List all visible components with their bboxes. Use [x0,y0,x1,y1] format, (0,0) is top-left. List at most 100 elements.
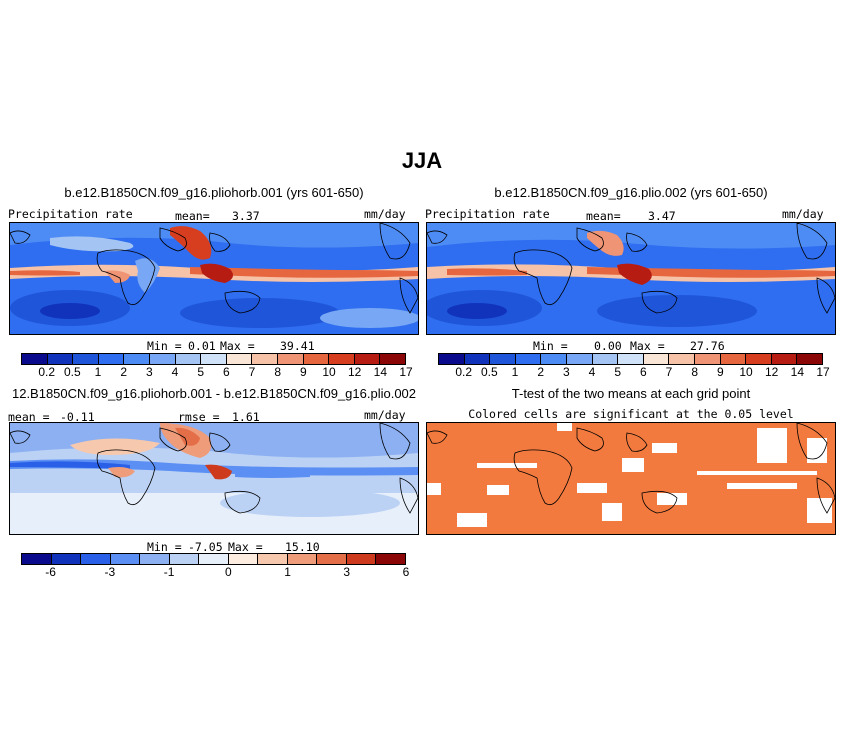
panel-2-colorbar [438,353,823,365]
colorbar-swatch [346,554,377,564]
colorbar-swatch [98,354,125,364]
colorbar-swatch [317,554,347,564]
panel-1-min-label: Min = [147,339,182,353]
panel-1-units: mm/day [364,207,406,221]
colorbar-swatch [258,554,288,564]
panel-2-precip-map [426,222,836,335]
colorbar-tick-label: 9 [299,365,307,379]
panel-2-mean-label: mean= [586,209,621,223]
panel-1-max-label: Max = [220,339,255,353]
colorbar-swatch [303,354,330,364]
colorbar-swatch [175,354,202,364]
colorbar-tick-label: 6 [222,365,230,379]
panel-3-mean-label: mean = [8,410,50,424]
colorbar-swatch [169,554,200,564]
colorbar-swatch [277,354,304,364]
panel-1-precip-map [9,222,419,335]
panel-1-variable-label: Precipitation rate [8,207,133,221]
colorbar-swatch [771,354,798,364]
panel-3-min-value: -7.05 [188,540,223,554]
panel-2-variable-label: Precipitation rate [425,207,550,221]
colorbar-tick-label: 17 [816,365,830,379]
colorbar-tick-label: -1 [163,565,175,579]
colorbar-swatch [541,354,567,364]
panel-1-min-value: 0.01 [188,339,216,353]
panel-2-max-value: 27.76 [690,339,725,353]
panel-2-colorbar-ticks: 0.2 0.5 1 2 3 4 5 6 7 8 9 10 12 14 17 [438,365,829,380]
colorbar-tick-label: 0.5 [480,365,498,379]
colorbar-swatch [110,554,141,564]
colorbar-tick-label: 3 [562,365,570,379]
panel-1-title: b.e12.B1850CN.f09_g16.pliohorb.001 (yrs … [64,185,364,200]
colorbar-swatch [140,554,170,564]
colorbar-tick-label: 12 [347,365,362,379]
colorbar-tick-label: 6 [402,565,410,579]
colorbar-tick-label: -3 [104,565,116,579]
colorbar-tick-label: 4 [171,365,179,379]
panel-1-mean-label: mean= [175,209,210,223]
colorbar-tick-label: 4 [588,365,596,379]
colorbar-swatch [226,354,253,364]
colorbar-tick-label: 1 [284,565,291,579]
panel-3-mean-value: -0.11 [60,410,95,424]
colorbar-tick-label: 17 [399,365,413,379]
colorbar-swatch [618,354,644,364]
colorbar-swatch [694,354,721,364]
panel-3-difference-map [9,422,419,535]
colorbar-swatch [439,354,465,364]
colorbar-tick-label: 10 [322,365,336,379]
colorbar-swatch [797,354,822,364]
colorbar-swatch [252,354,278,364]
colorbar-swatch [124,354,150,364]
colorbar-swatch [720,354,747,364]
panel-3-max-value: 15.10 [285,540,320,554]
colorbar-swatch [22,554,52,564]
colorbar-tick-label: 1 [94,365,102,379]
colorbar-swatch [287,554,318,564]
panel-1-colorbar-ticks: 0.2 0.5 1 2 3 4 5 6 7 8 9 10 12 14 17 [21,365,412,380]
colorbar-swatch [464,354,491,364]
colorbar-tick-label: 14 [373,365,388,379]
colorbar-tick-label: 14 [790,365,805,379]
colorbar-swatch [329,354,355,364]
colorbar-swatch [73,354,99,364]
colorbar-tick-label: 0.2 [455,365,472,379]
colorbar-swatch [81,554,111,564]
colorbar-swatch [354,354,381,364]
panel-3-min-label: Min = [147,540,182,554]
panel-2-min-value: 0.00 [594,339,622,353]
colorbar-tick-label: 7 [665,365,673,379]
panel-3-colorbar-ticks: -6 -3 -1 0 1 3 6 [21,565,409,580]
panel-3-units: mm/day [364,408,406,422]
colorbar-tick-label: 2 [120,365,127,379]
panel-3-title: 12.B1850CN.f09_g16.pliohorb.001 - b.e12.… [11,386,417,401]
colorbar-tick-label: 3 [145,365,153,379]
colorbar-swatch [199,554,229,564]
colorbar-swatch [376,554,405,564]
colorbar-tick-label: -6 [45,565,56,579]
colorbar-tick-label: 6 [639,365,647,379]
colorbar-tick-label: 7 [248,365,256,379]
colorbar-swatch [22,354,48,364]
panel-3-rmse-label: rmse = [178,410,220,424]
colorbar-tick-label: 5 [197,365,204,379]
colorbar-tick-label: 0.2 [38,365,55,379]
colorbar-tick-label: 0.5 [63,365,81,379]
panel-4-title: T-test of the two means at each grid poi… [511,386,751,401]
colorbar-swatch [515,354,542,364]
panel-4-subtitle: Colored cells are significant at the 0.0… [468,407,794,421]
colorbar-tick-label: 8 [691,365,698,379]
panel-2-max-label: Max = [630,339,665,353]
panel-1-max-value: 39.41 [280,339,315,353]
colorbar-swatch [47,354,74,364]
panel-1-mean-value: 3.37 [232,209,260,223]
panel-2-title: b.e12.B1850CN.f09_g16.plio.002 (yrs 601-… [494,185,768,200]
colorbar-swatch [490,354,516,364]
colorbar-swatch [380,354,405,364]
colorbar-tick-label: 3 [343,565,351,579]
panel-2-mean-value: 3.47 [648,209,676,223]
colorbar-swatch [669,354,695,364]
colorbar-swatch [746,354,772,364]
panel-2-min-label: Min = [533,339,568,353]
colorbar-tick-label: 8 [274,365,281,379]
